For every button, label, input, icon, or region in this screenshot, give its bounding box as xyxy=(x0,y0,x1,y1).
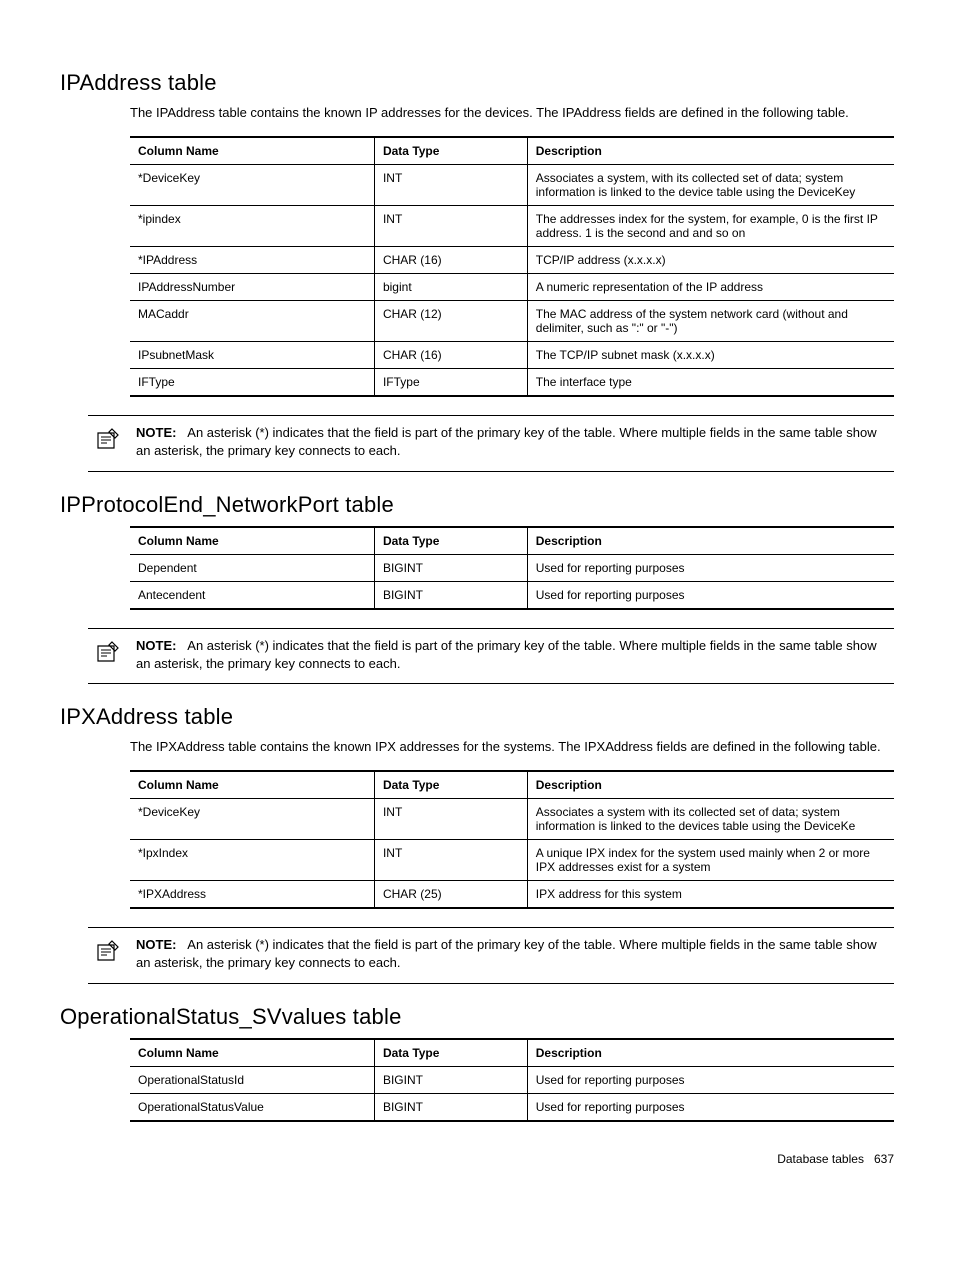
table-row: IPAddressNumberbigintA numeric represent… xyxy=(130,274,894,301)
col-header: Column Name xyxy=(130,137,374,165)
section-heading: IPProtocolEnd_NetworkPort table xyxy=(60,492,894,518)
table-row: MACaddrCHAR (12)The MAC address of the s… xyxy=(130,301,894,342)
col-header: Column Name xyxy=(130,771,374,799)
cell: Dependent xyxy=(130,554,374,581)
cell: INT xyxy=(374,165,527,206)
cell: *DeviceKey xyxy=(130,165,374,206)
note-icon xyxy=(88,936,128,964)
footer-label: Database tables xyxy=(777,1152,864,1166)
note-icon xyxy=(88,424,128,452)
col-header: Column Name xyxy=(130,1039,374,1067)
cell: IPX address for this system xyxy=(527,881,894,909)
col-header: Data Type xyxy=(374,1039,527,1067)
section-heading: OperationalStatus_SVvalues table xyxy=(60,1004,894,1030)
cell: The TCP/IP subnet mask (x.x.x.x) xyxy=(527,342,894,369)
cell: A unique IPX index for the system used m… xyxy=(527,840,894,881)
cell: BIGINT xyxy=(374,554,527,581)
cell: *IpxIndex xyxy=(130,840,374,881)
col-header: Description xyxy=(527,137,894,165)
cell: CHAR (12) xyxy=(374,301,527,342)
cell: BIGINT xyxy=(374,1093,527,1121)
col-header: Column Name xyxy=(130,527,374,555)
section-heading: IPAddress table xyxy=(60,70,894,96)
note-block: NOTE: An asterisk (*) indicates that the… xyxy=(88,628,894,684)
cell: BIGINT xyxy=(374,581,527,609)
note-text: NOTE: An asterisk (*) indicates that the… xyxy=(128,637,894,673)
cell: bigint xyxy=(374,274,527,301)
cell: IPAddressNumber xyxy=(130,274,374,301)
cell: Used for reporting purposes xyxy=(527,554,894,581)
table-row: *IPAddressCHAR (16)TCP/IP address (x.x.x… xyxy=(130,247,894,274)
col-header: Data Type xyxy=(374,137,527,165)
cell: Used for reporting purposes xyxy=(527,581,894,609)
cell: CHAR (16) xyxy=(374,342,527,369)
note-body: An asterisk (*) indicates that the field… xyxy=(136,425,877,458)
ipprotocolend-table: Column Name Data Type Description Depend… xyxy=(130,526,894,610)
table-row: *ipindexINTThe addresses index for the s… xyxy=(130,206,894,247)
page-footer: Database tables 637 xyxy=(60,1152,894,1166)
ipaddress-table: Column Name Data Type Description *Devic… xyxy=(130,136,894,397)
table-row: *IPXAddressCHAR (25)IPX address for this… xyxy=(130,881,894,909)
cell: INT xyxy=(374,799,527,840)
col-header: Data Type xyxy=(374,527,527,555)
table-row: AntecendentBIGINTUsed for reporting purp… xyxy=(130,581,894,609)
note-label: NOTE: xyxy=(136,638,176,653)
cell: CHAR (16) xyxy=(374,247,527,274)
cell: IFType xyxy=(130,369,374,397)
cell: *IPAddress xyxy=(130,247,374,274)
cell: Associates a system, with its collected … xyxy=(527,165,894,206)
cell: Used for reporting purposes xyxy=(527,1093,894,1121)
note-text: NOTE: An asterisk (*) indicates that the… xyxy=(128,936,894,972)
table-row: IPsubnetMaskCHAR (16)The TCP/IP subnet m… xyxy=(130,342,894,369)
note-text: NOTE: An asterisk (*) indicates that the… xyxy=(128,424,894,460)
cell: IPsubnetMask xyxy=(130,342,374,369)
table-row: IFTypeIFTypeThe interface type xyxy=(130,369,894,397)
note-label: NOTE: xyxy=(136,425,176,440)
cell: A numeric representation of the IP addre… xyxy=(527,274,894,301)
table-row: DependentBIGINTUsed for reporting purpos… xyxy=(130,554,894,581)
cell: The interface type xyxy=(527,369,894,397)
cell: OperationalStatusId xyxy=(130,1066,374,1093)
col-header: Data Type xyxy=(374,771,527,799)
note-block: NOTE: An asterisk (*) indicates that the… xyxy=(88,415,894,471)
note-icon xyxy=(88,637,128,665)
cell: IFType xyxy=(374,369,527,397)
operationalstatus-table: Column Name Data Type Description Operat… xyxy=(130,1038,894,1122)
cell: OperationalStatusValue xyxy=(130,1093,374,1121)
table-row: *DeviceKeyINTAssociates a system, with i… xyxy=(130,165,894,206)
note-body: An asterisk (*) indicates that the field… xyxy=(136,638,877,671)
section-intro: The IPAddress table contains the known I… xyxy=(130,104,894,122)
cell: *DeviceKey xyxy=(130,799,374,840)
note-label: NOTE: xyxy=(136,937,176,952)
table-row: *DeviceKeyINTAssociates a system with it… xyxy=(130,799,894,840)
cell: Antecendent xyxy=(130,581,374,609)
ipxaddress-table: Column Name Data Type Description *Devic… xyxy=(130,770,894,909)
cell: MACaddr xyxy=(130,301,374,342)
cell: Associates a system with its collected s… xyxy=(527,799,894,840)
cell: INT xyxy=(374,840,527,881)
footer-page: 637 xyxy=(874,1152,894,1166)
cell: INT xyxy=(374,206,527,247)
note-body: An asterisk (*) indicates that the field… xyxy=(136,937,877,970)
col-header: Description xyxy=(527,771,894,799)
cell: BIGINT xyxy=(374,1066,527,1093)
table-row: *IpxIndexINTA unique IPX index for the s… xyxy=(130,840,894,881)
cell: The addresses index for the system, for … xyxy=(527,206,894,247)
cell: CHAR (25) xyxy=(374,881,527,909)
cell: *ipindex xyxy=(130,206,374,247)
note-block: NOTE: An asterisk (*) indicates that the… xyxy=(88,927,894,983)
section-heading: IPXAddress table xyxy=(60,704,894,730)
cell: Used for reporting purposes xyxy=(527,1066,894,1093)
col-header: Description xyxy=(527,527,894,555)
table-row: OperationalStatusIdBIGINTUsed for report… xyxy=(130,1066,894,1093)
cell: *IPXAddress xyxy=(130,881,374,909)
section-intro: The IPXAddress table contains the known … xyxy=(130,738,894,756)
table-row: OperationalStatusValueBIGINTUsed for rep… xyxy=(130,1093,894,1121)
col-header: Description xyxy=(527,1039,894,1067)
cell: The MAC address of the system network ca… xyxy=(527,301,894,342)
cell: TCP/IP address (x.x.x.x) xyxy=(527,247,894,274)
